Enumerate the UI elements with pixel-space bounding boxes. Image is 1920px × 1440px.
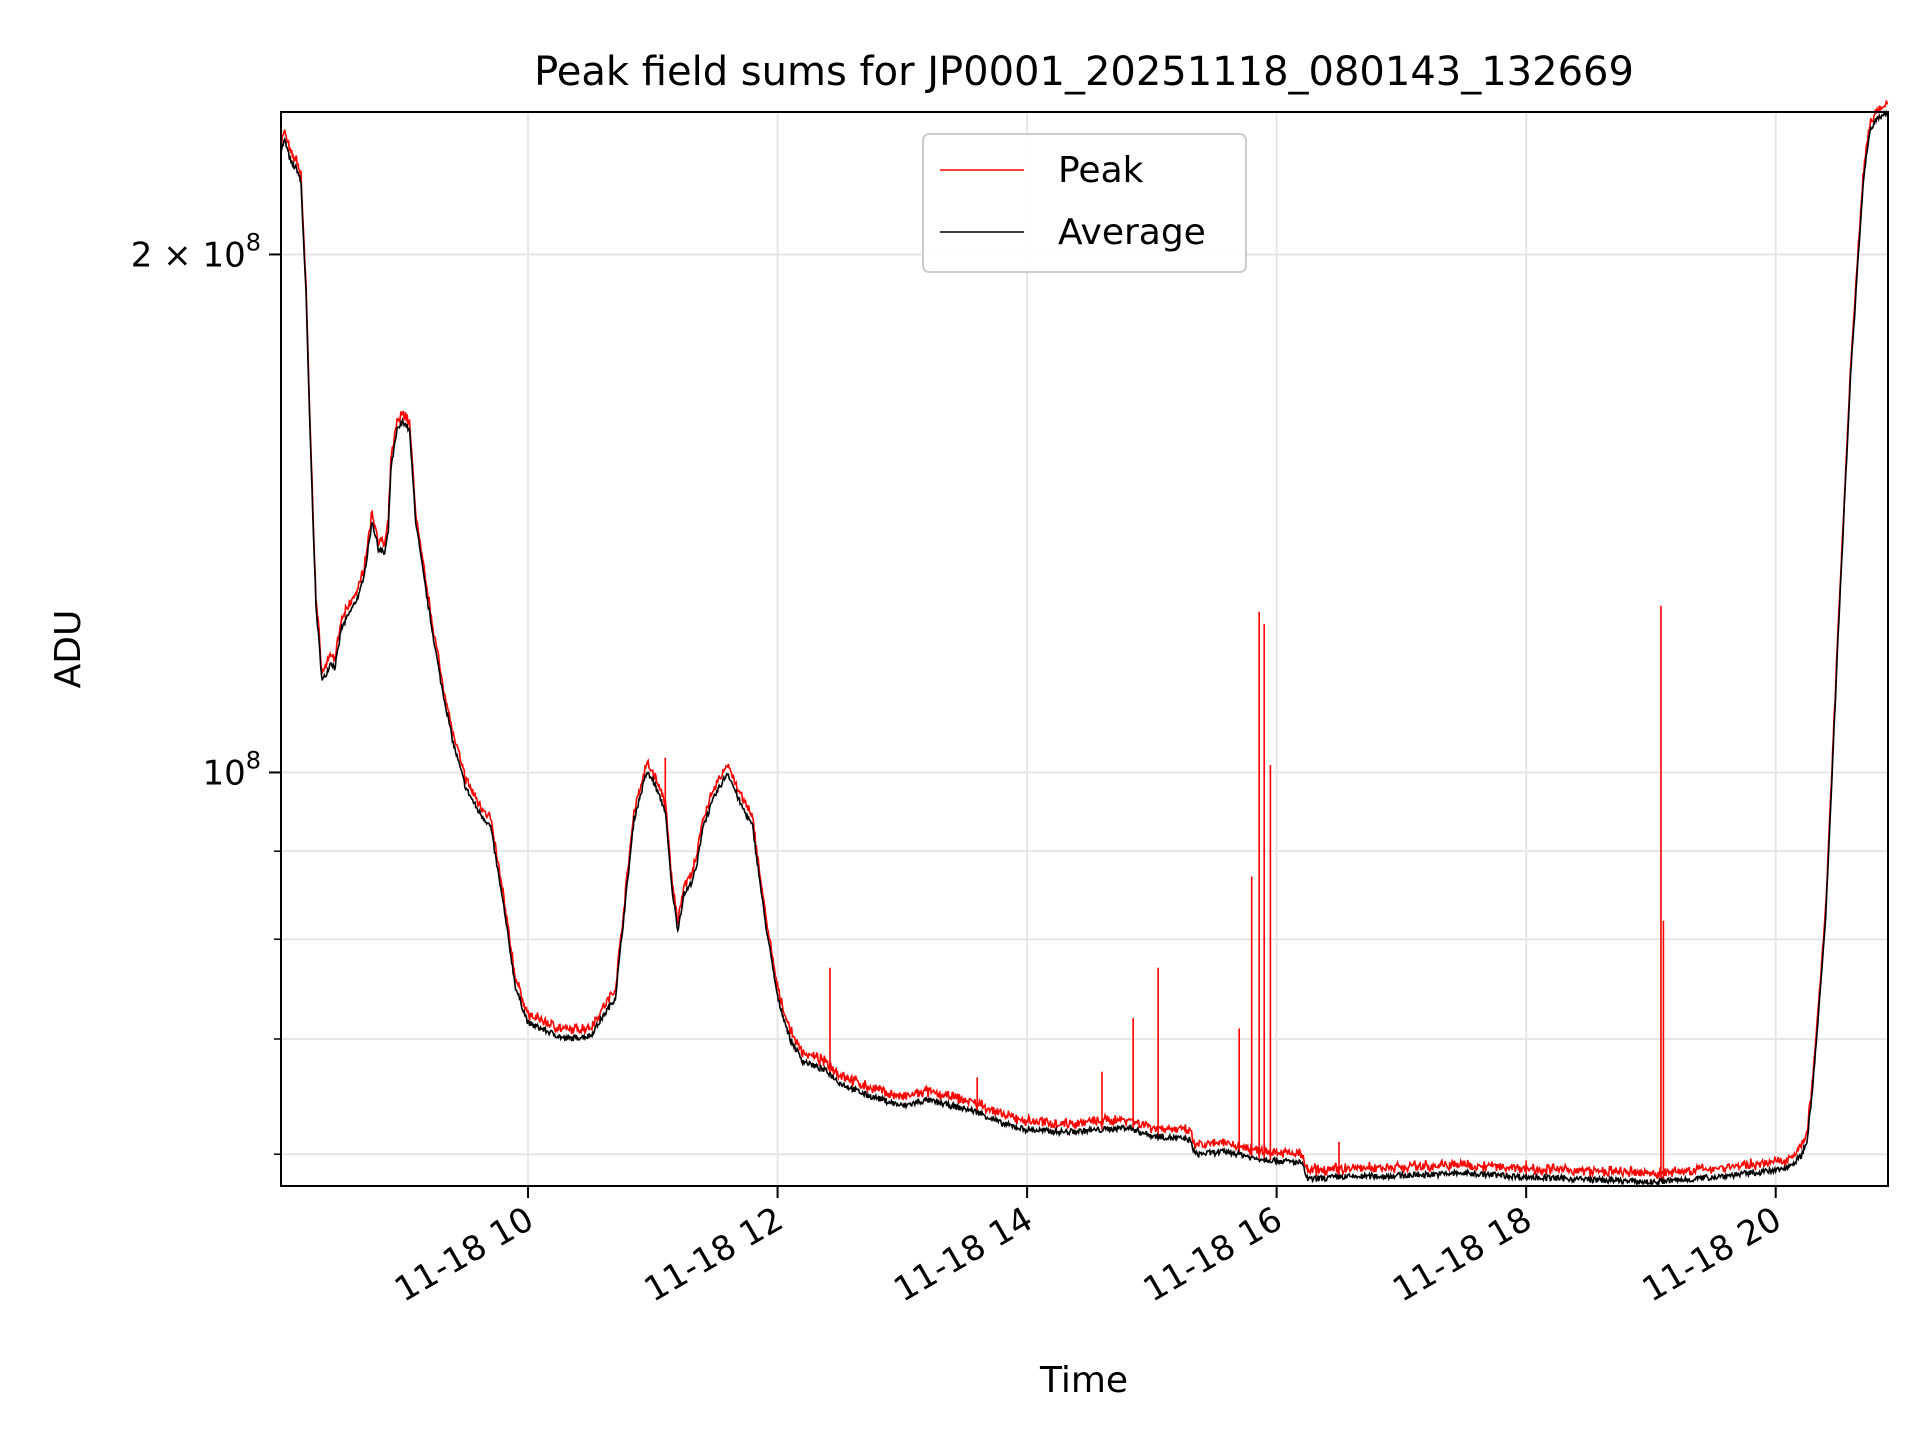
legend-label-average: Average [1058,212,1206,253]
y-axis-label: ADU [48,610,89,689]
y-tick-label-exponent: 8 [246,228,261,256]
average-line-path [280,109,1889,1188]
grid-lines [281,112,1888,1186]
legend-label-peak: Peak [1058,150,1144,191]
chart-title: Peak field sums for JP0001_20251118_0801… [534,49,1634,95]
x-axis-label: Time [1039,1360,1128,1401]
plot-area [280,100,1889,1188]
legend: Peak Average [922,133,1247,273]
y-tick-label-exponent: 8 [246,746,261,774]
legend-box [922,133,1247,273]
peak-line-path [280,100,1889,1179]
series-peak-line [280,100,1889,1182]
y-tick-label: 2 × 108 [131,228,261,275]
series-average-line [280,109,1889,1188]
y-tick-label: 108 [202,746,261,793]
y-tick-label-mantissa: 2 × 10 [131,235,246,275]
plot-frame [280,111,1889,1187]
y-tick-label-mantissa: 10 [202,753,245,793]
